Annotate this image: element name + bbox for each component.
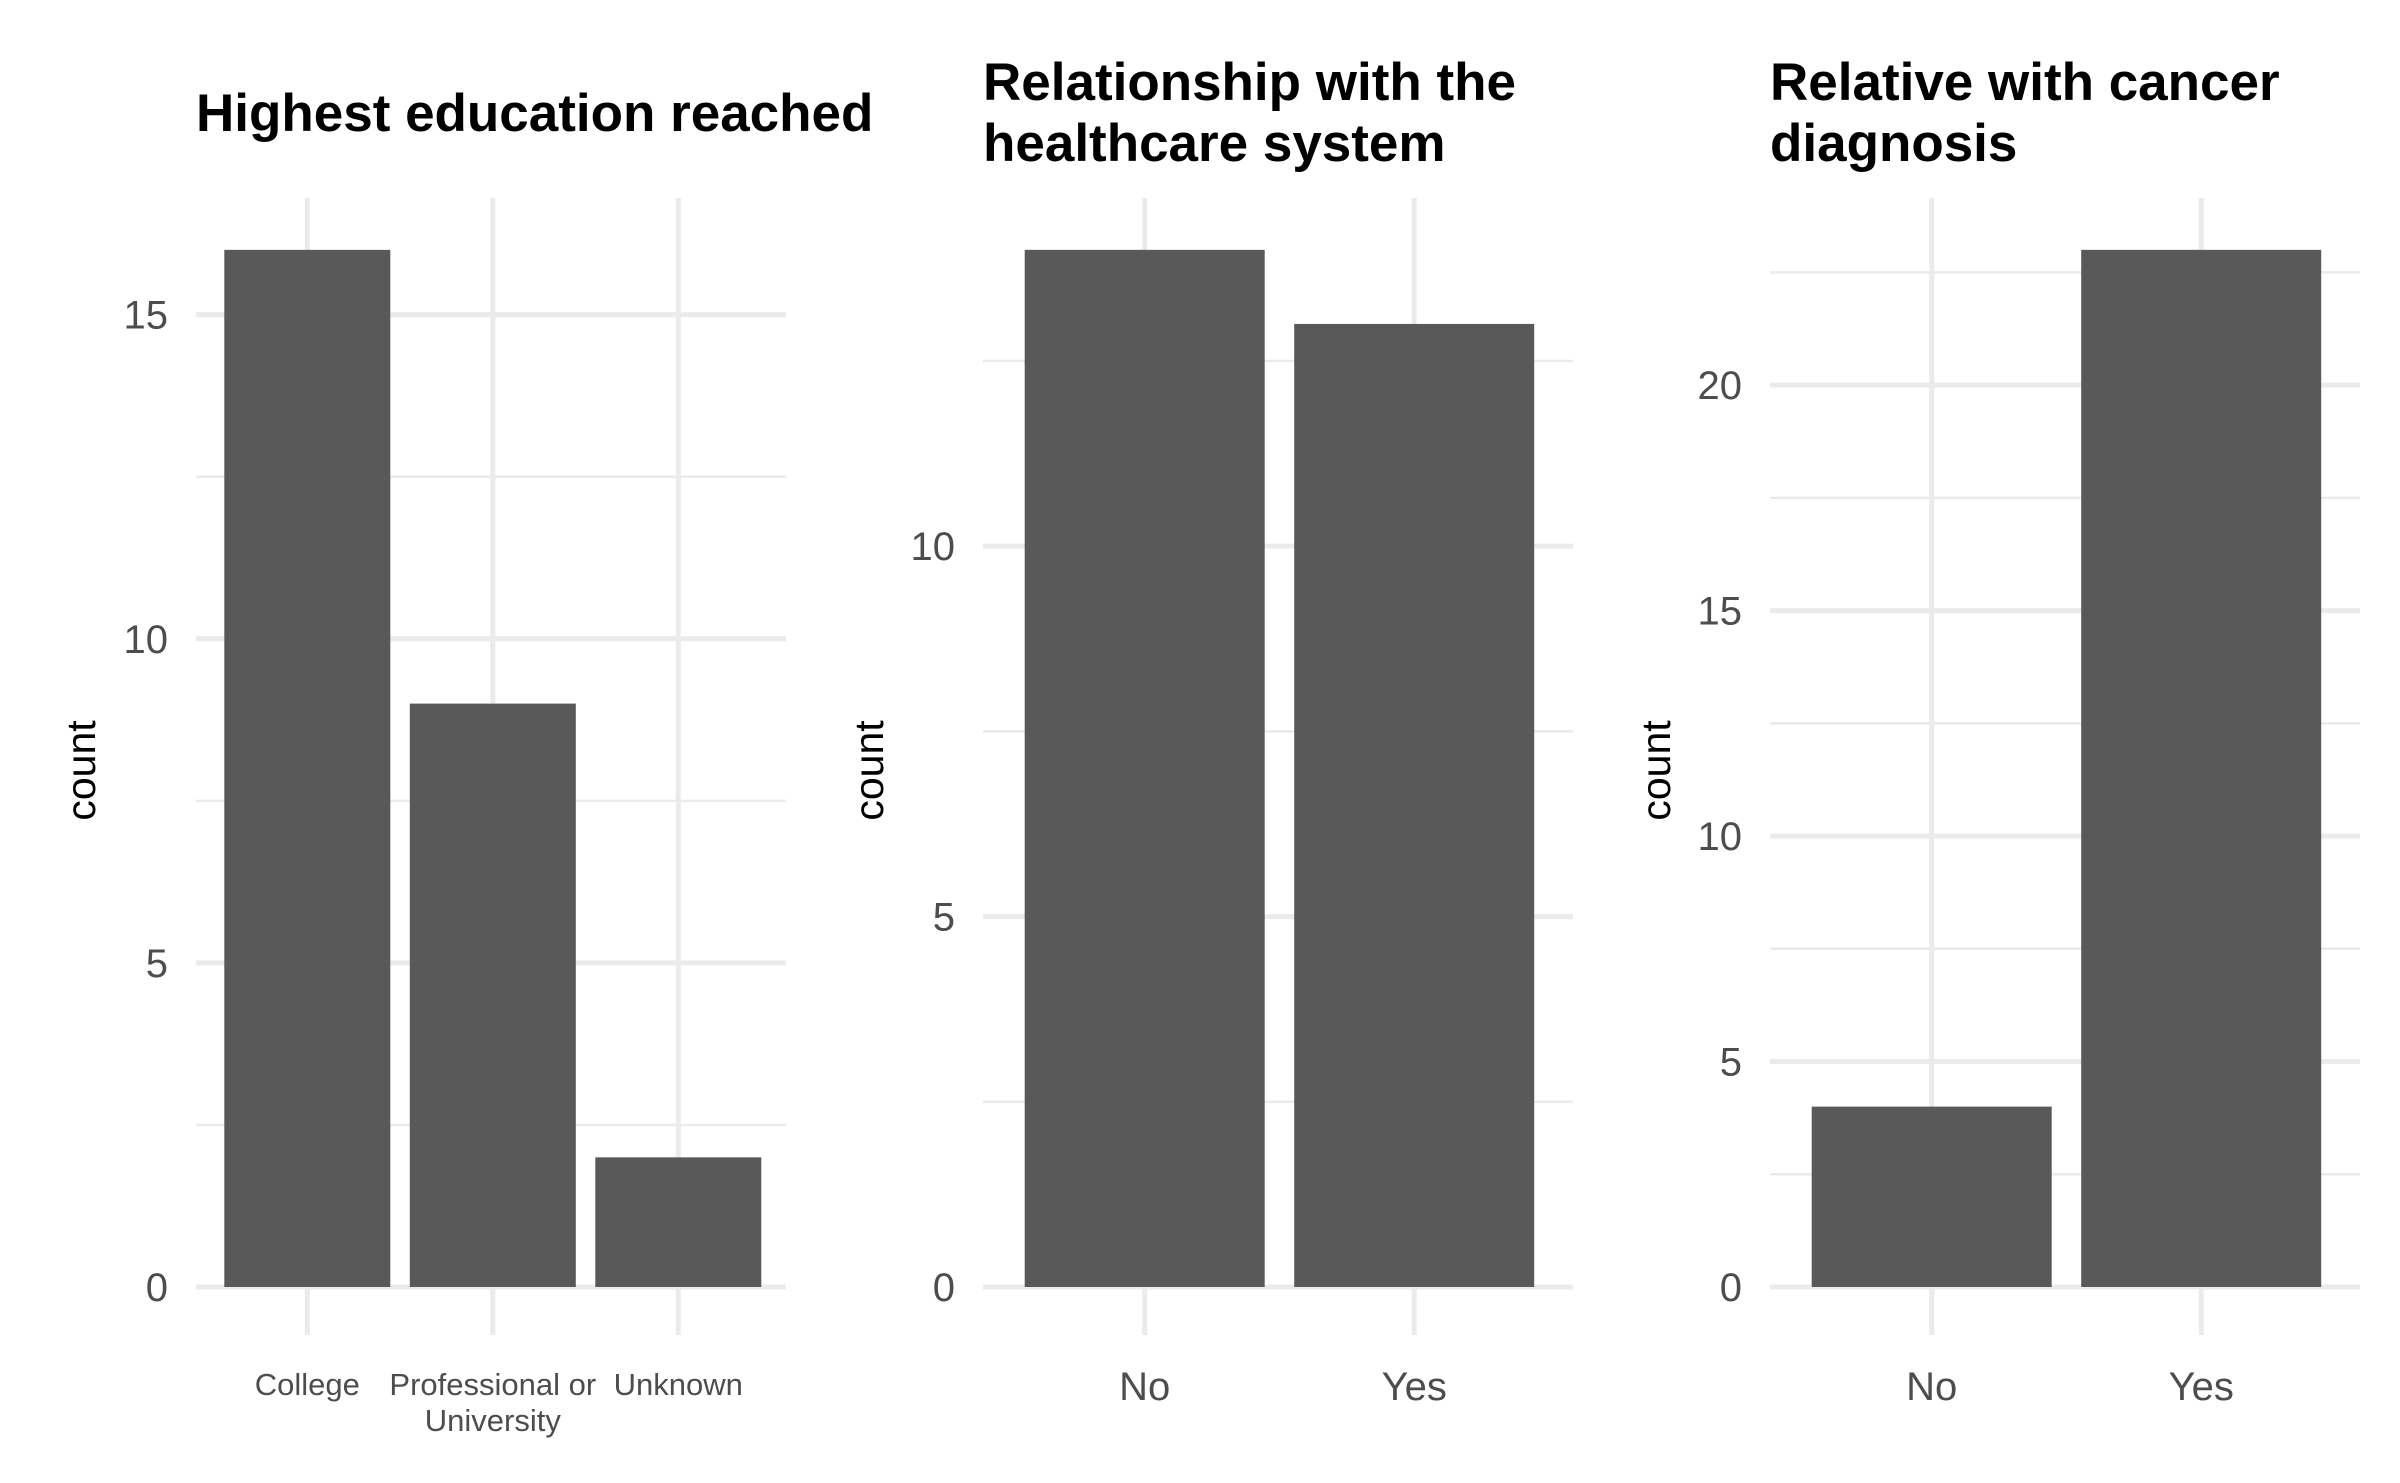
x-tick-label: Professional or University <box>389 1367 596 1438</box>
chart-panel-3: Relative with cancer diagnosis 0 5 10 15 20 No Y… <box>1633 53 2360 1409</box>
y-tick-label: 5 <box>1720 1041 1742 1085</box>
x-tick-label-line: Yes <box>1382 1365 1447 1409</box>
bar-no <box>1811 1106 2052 1287</box>
y-tick-label: 5 <box>146 942 168 986</box>
bar-no <box>1024 249 1265 1287</box>
y-tick-label: 15 <box>1698 590 1743 634</box>
y-tick-label: 10 <box>124 618 169 662</box>
chart-panel-1: Highest education reached 0 5 10 15 College Pr… <box>58 84 873 1438</box>
chart-title-line: Highest education reached <box>196 84 873 143</box>
y-tick-label: 0 <box>146 1266 168 1310</box>
y-axis-label: count <box>1633 720 1679 821</box>
x-tick-label: Yes <box>1382 1365 1447 1409</box>
x-tick-label: Unknown <box>614 1367 743 1402</box>
y-tick-label: 20 <box>1698 364 1743 408</box>
bar-yes <box>1294 323 1535 1287</box>
y-tick-label: 0 <box>933 1266 955 1310</box>
y-tick-label: 15 <box>124 294 169 338</box>
bar-college <box>224 249 391 1287</box>
chart-title-line: Relative with cancer <box>1770 53 2280 112</box>
y-tick-label: 0 <box>1720 1266 1742 1310</box>
bar-yes <box>2081 249 2322 1287</box>
bar-professional-or-university <box>409 703 576 1287</box>
x-tick-label-line: College <box>255 1367 360 1402</box>
chart-panel-2: Relationship with the healthcare system 0 5… <box>846 53 1573 1409</box>
x-tick-label-line: No <box>1906 1365 1957 1409</box>
chart-title: Relationship with the healthcare system <box>983 53 1516 173</box>
x-tick-label: College <box>255 1367 360 1402</box>
x-tick-label-line: Unknown <box>614 1367 743 1402</box>
y-tick-label: 10 <box>1698 815 1743 859</box>
chart-title-line: Relationship with the <box>983 53 1516 112</box>
chart-title: Relative with cancer diagnosis <box>1770 53 2280 173</box>
y-tick-label: 5 <box>933 896 955 940</box>
x-tick-label: No <box>1906 1365 1957 1409</box>
bar-unknown <box>595 1157 762 1287</box>
y-axis-label: count <box>846 720 892 821</box>
x-tick-label-line: University <box>425 1403 562 1438</box>
x-tick-label: Yes <box>2169 1365 2234 1409</box>
y-tick-label: 10 <box>911 525 956 569</box>
chart-title-line: diagnosis <box>1770 114 2017 173</box>
x-tick-label-line: Yes <box>2169 1365 2234 1409</box>
chart-title: Highest education reached <box>196 84 873 143</box>
x-tick-label: No <box>1119 1365 1170 1409</box>
chart-title-line: healthcare system <box>983 114 1446 173</box>
x-tick-label-line: No <box>1119 1365 1170 1409</box>
x-tick-label-line: Professional or <box>389 1367 596 1402</box>
y-axis-label: count <box>58 720 104 821</box>
